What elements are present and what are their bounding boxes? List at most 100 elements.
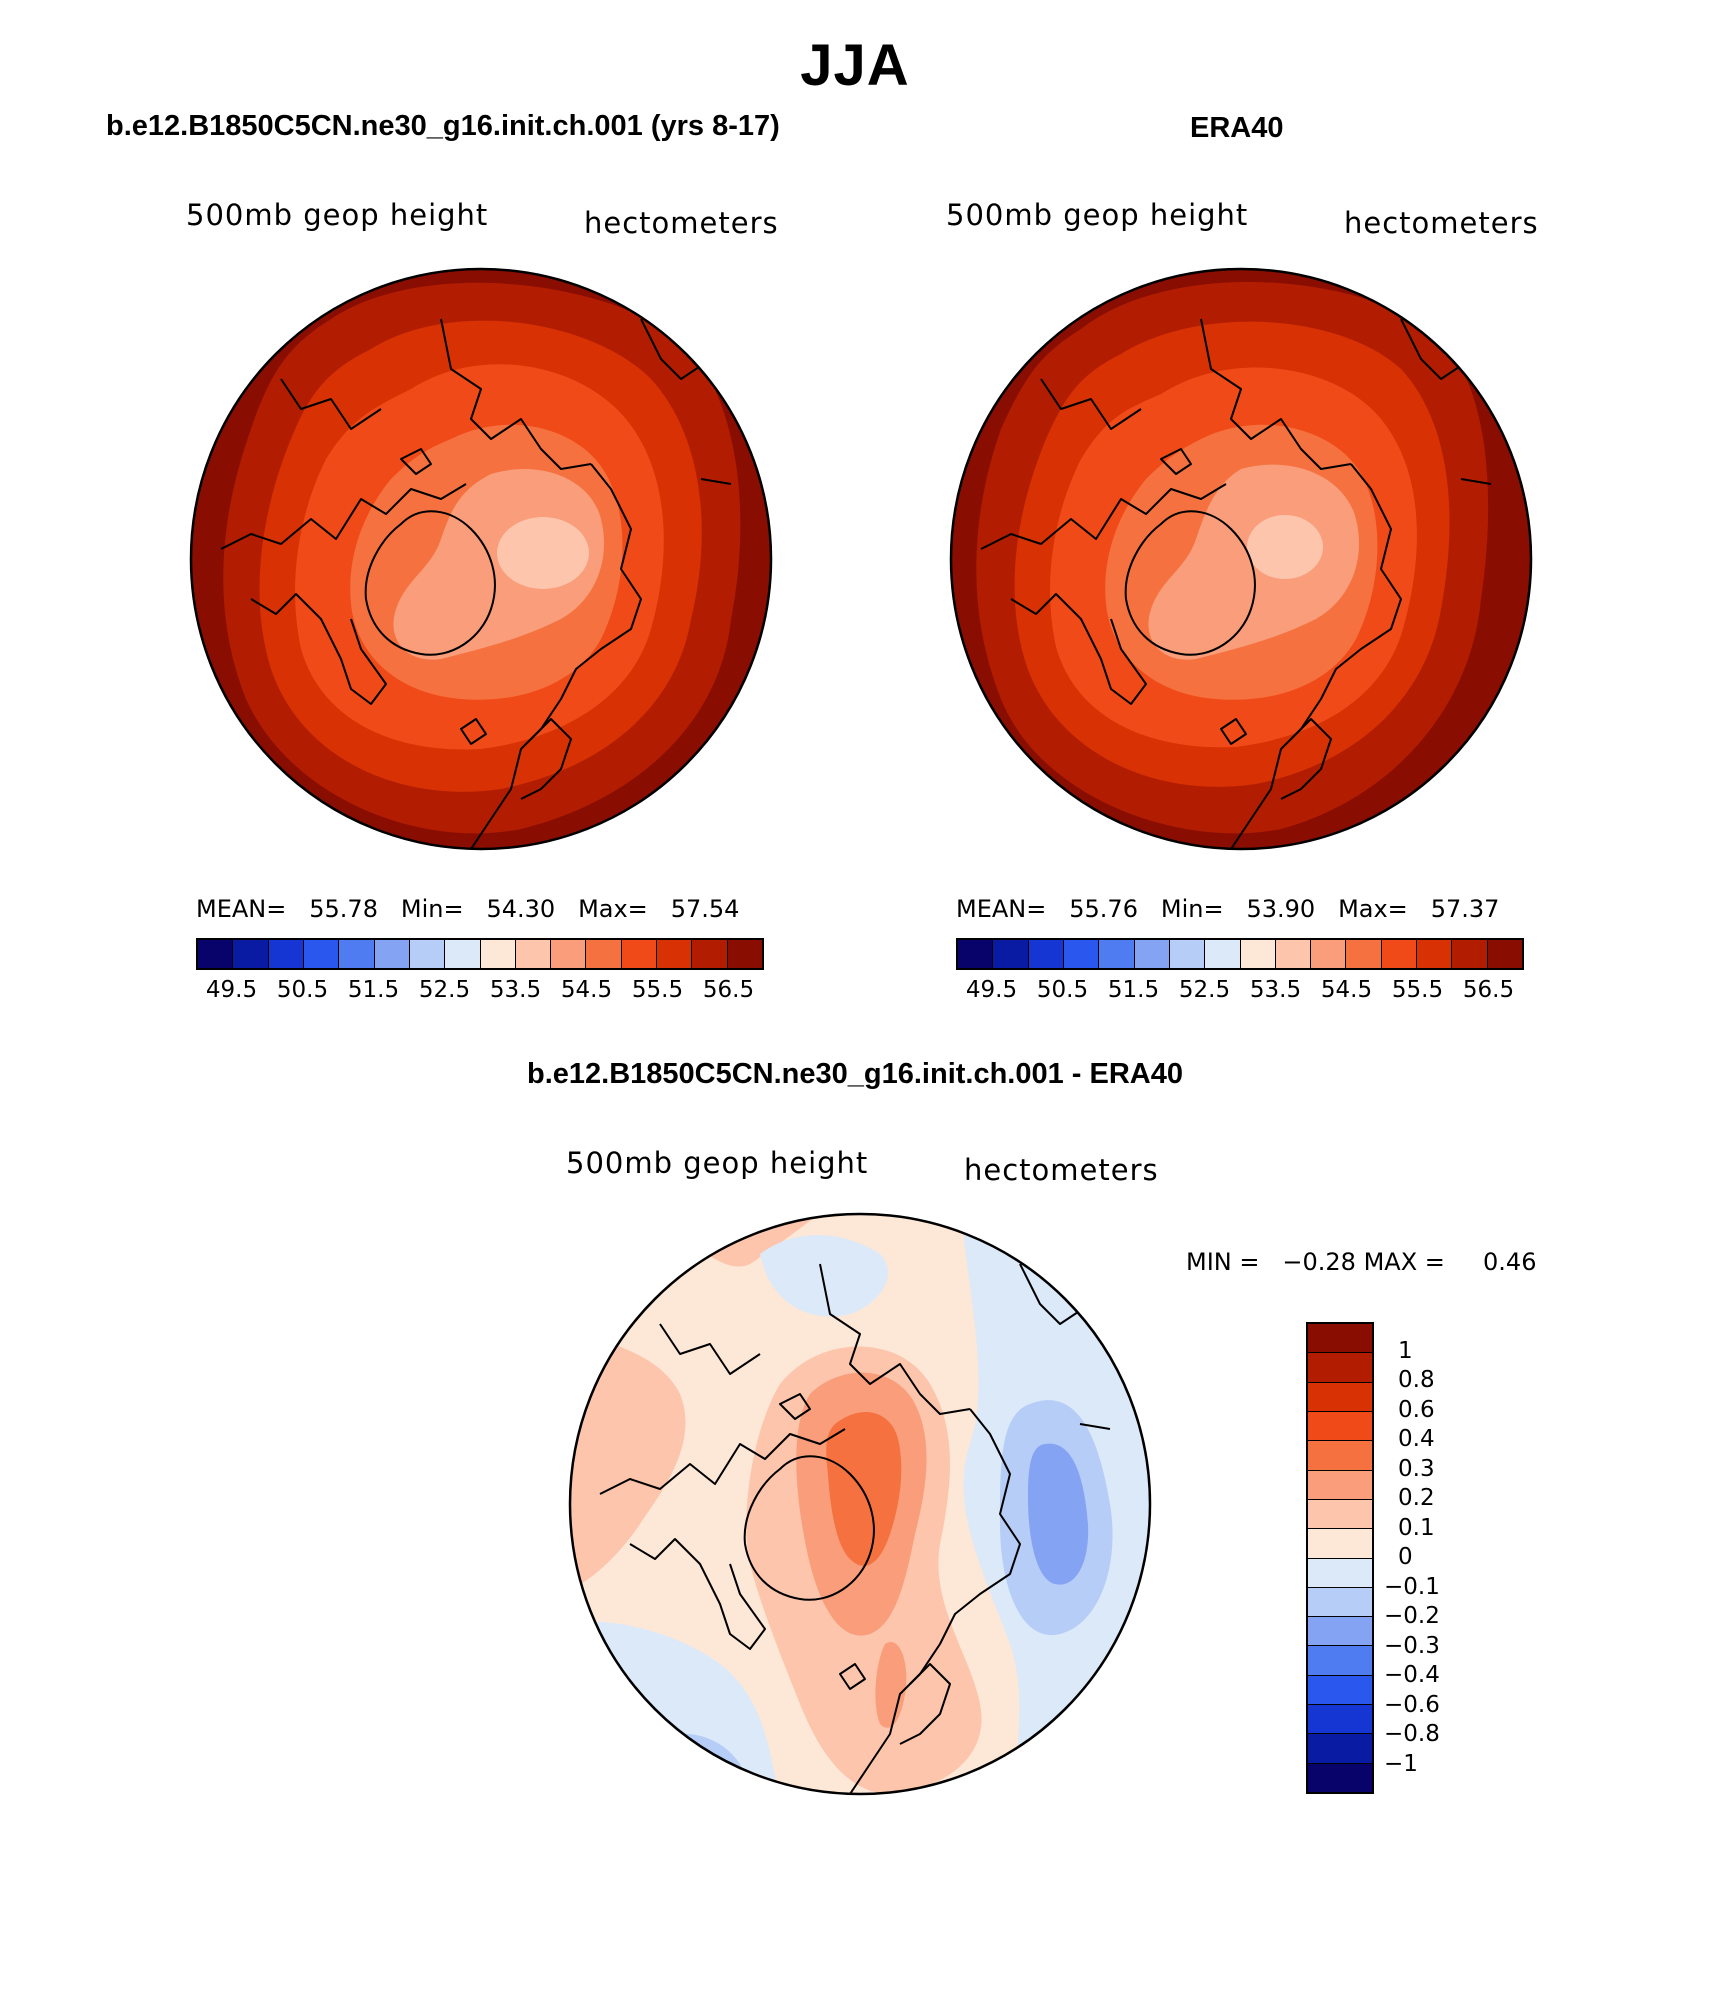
colorbar-swatch: [1308, 1324, 1372, 1354]
colorbar-swatch: [1308, 1499, 1372, 1530]
max-value: 0.46: [1483, 1248, 1537, 1276]
panel3-polar-map: [568, 1212, 1152, 1796]
mean-value: 55.78: [309, 895, 378, 923]
panel3-title: b.e12.B1850C5CN.ne30_g16.init.ch.001 - E…: [526, 1058, 1184, 1090]
colorbar-tick-label: 49.5: [965, 977, 1018, 1003]
contour-band: [875, 1642, 907, 1728]
min-label: Min=: [1160, 895, 1224, 923]
map-border: [189, 267, 773, 851]
colorbar-tick-label: 53.5: [1249, 977, 1302, 1003]
colorbar-tick-label: 55.5: [631, 977, 684, 1003]
colorbar-swatch: [198, 940, 234, 968]
panel1-title: b.e12.B1850C5CN.ne30_g16.init.ch.001 (yr…: [106, 110, 780, 142]
colorbar-swatch: [657, 940, 693, 968]
colorbar-tick-label: 0.8: [1398, 1367, 1435, 1393]
colorbar-tick-label: 0: [1398, 1544, 1413, 1570]
colorbar-swatch: [374, 940, 410, 968]
colorbar-swatch: [1240, 940, 1276, 968]
panel1-colorbar: [196, 938, 764, 970]
panel2-title: ERA40: [1190, 112, 1284, 144]
colorbar-swatch: [1308, 1763, 1372, 1792]
panel2-units-label: hectometers: [1344, 206, 1539, 240]
panel2-polar-map: [949, 267, 1533, 851]
colorbar-swatch: [993, 940, 1029, 968]
colorbar-tick-label: 52.5: [1178, 977, 1231, 1003]
colorbar-swatch: [1028, 940, 1064, 968]
colorbar-swatch: [339, 940, 375, 968]
colorbar-tick-label: −0.2: [1384, 1603, 1440, 1629]
colorbar-swatch: [303, 940, 340, 968]
colorbar-swatch: [692, 940, 728, 968]
panel3-variable-label: 500mb geop height: [566, 1146, 869, 1180]
colorbar-swatch: [586, 940, 622, 968]
max-label: MAX =: [1363, 1248, 1445, 1276]
colorbar-swatch: [958, 940, 994, 968]
colorbar-swatch: [1308, 1587, 1372, 1618]
colorbar-swatch: [621, 940, 658, 968]
colorbar-swatch: [1308, 1646, 1372, 1676]
coastlines: [220, 318, 732, 849]
min-value: 53.90: [1246, 895, 1316, 923]
mean-label: MEAN=: [956, 895, 1047, 923]
max-value: 57.37: [1430, 895, 1500, 923]
colorbar-swatch: [1308, 1470, 1372, 1500]
colorbar-swatch: [1346, 940, 1382, 968]
colorbar-swatch: [1308, 1382, 1372, 1412]
colorbar-tick-label: −0.6: [1384, 1691, 1440, 1718]
mean-label: MEAN=: [196, 895, 287, 923]
colorbar-tick-label: 51.5: [347, 977, 400, 1003]
colorbar-tick-label: 55.5: [1391, 977, 1444, 1003]
panel2-colorbar: [956, 938, 1524, 970]
panel3-units-label: hectometers: [964, 1153, 1159, 1187]
colorbar-tick-label: 52.5: [418, 977, 471, 1003]
panel1-variable-label: 500mb geop height: [186, 198, 489, 232]
colorbar-tick-label: 54.5: [560, 977, 613, 1003]
colorbar-tick-label: 50.5: [1036, 977, 1089, 1003]
coastlines: [599, 1263, 1111, 1794]
colorbar-swatch: [1169, 940, 1206, 968]
colorbar-tick-label: 49.5: [205, 977, 258, 1003]
max-label: Max=: [1338, 895, 1408, 923]
contour-band: [497, 517, 589, 589]
colorbar-tick-label: 0.1: [1398, 1514, 1435, 1541]
colorbar-tick-label: −0.4: [1384, 1662, 1440, 1688]
colorbar-swatch: [480, 940, 516, 968]
colorbar-swatch: [1134, 940, 1170, 968]
panel1-stats: MEAN= 55.78 Min= 54.30 Max= 57.54: [196, 895, 739, 923]
colorbar-swatch: [1308, 1558, 1372, 1588]
colorbar-tick-label: 56.5: [1462, 977, 1515, 1003]
colorbar-tick-label: 51.5: [1107, 977, 1160, 1003]
colorbar-tick-label: 0.4: [1398, 1426, 1435, 1452]
contour-band: [826, 1412, 902, 1566]
colorbar-tick-label: −0.8: [1384, 1721, 1440, 1747]
mean-value: 55.76: [1069, 895, 1138, 923]
map-border: [568, 1212, 1152, 1796]
panel1-units-label: hectometers: [584, 206, 779, 240]
colorbar-swatch: [445, 940, 481, 968]
panel1-colorbar-ticks: 49.5 50.5 51.5 52.5 53.5 54.5 55.5 56.5: [196, 977, 764, 1007]
colorbar-swatch: [551, 940, 587, 968]
colorbar-swatch: [727, 940, 762, 968]
colorbar-swatch: [1308, 1441, 1372, 1471]
colorbar-swatch: [1381, 940, 1418, 968]
panel2-stats: MEAN= 55.76 Min= 53.90 Max= 57.37: [956, 895, 1499, 923]
colorbar-swatch: [1308, 1353, 1372, 1383]
colorbar-tick-label: 1: [1398, 1337, 1413, 1364]
colorbar-swatch: [1063, 940, 1100, 968]
colorbar-swatch: [1099, 940, 1135, 968]
panel2-variable-label: 500mb geop height: [946, 198, 1249, 232]
contour-band: [760, 1235, 889, 1317]
panel3-colorbar: [1306, 1322, 1374, 1794]
colorbar-swatch: [515, 940, 552, 968]
max-label: Max=: [578, 895, 648, 923]
colorbar-tick-label: −0.1: [1384, 1573, 1440, 1600]
colorbar-tick-label: 54.5: [1320, 977, 1373, 1003]
colorbar-tick-label: −0.3: [1384, 1632, 1440, 1659]
colorbar-swatch: [1311, 940, 1347, 968]
colorbar-tick-label: 0.6: [1398, 1396, 1435, 1423]
contour-band: [393, 469, 605, 660]
colorbar-tick-label: 53.5: [489, 977, 542, 1003]
min-label: MIN =: [1186, 1248, 1260, 1276]
colorbar-tick-label: 0.2: [1398, 1485, 1435, 1511]
colorbar-swatch: [1487, 940, 1522, 968]
